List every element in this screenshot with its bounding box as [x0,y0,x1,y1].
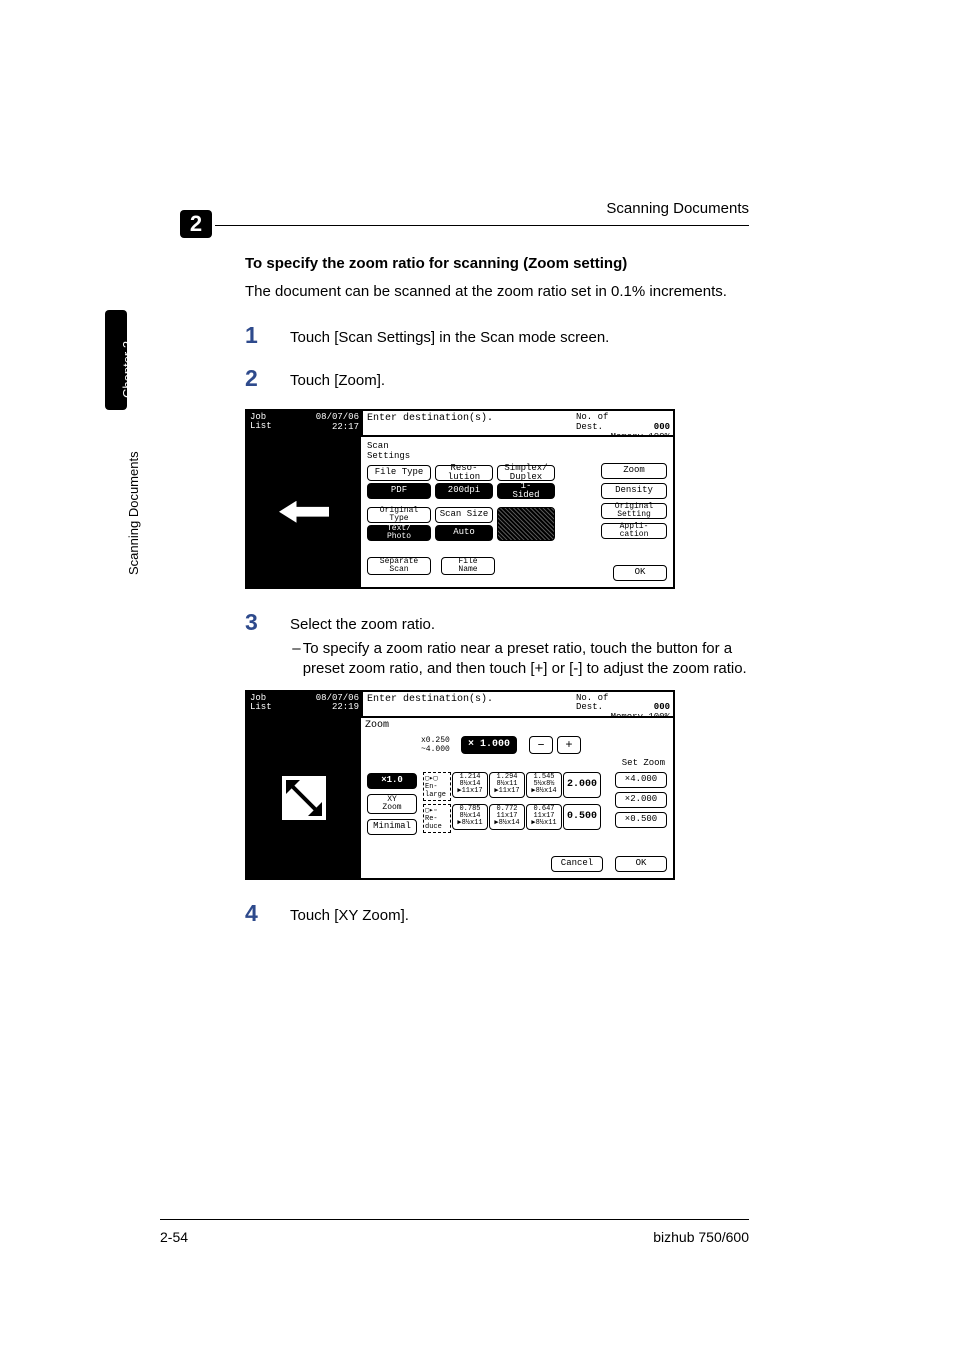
step-number: 1 [245,324,290,347]
resolution-button[interactable]: Reso- lution [435,465,493,481]
x05-button[interactable]: ×0.500 [615,812,667,828]
filetype-button[interactable]: File Type [367,465,431,481]
step-3: 3 Select the zoom ratio. – To specify a … [245,611,749,680]
screenshot-zoom: Job List 08/07/06 22:19 Enter destinatio… [245,690,749,880]
step-text: Select the zoom ratio. – To specify a zo… [290,611,749,680]
preset-0647[interactable]: 0.647 11x17 ▶8½x11 [526,804,562,830]
time: 22:19 [307,703,359,713]
sidetab-chapter: Chapter 2 [120,341,135,398]
footer-rule [160,1219,749,1220]
x4-button[interactable]: ×4.000 [615,772,667,788]
preset-1545[interactable]: 1.545 5½x8½ ▶8½x14 [526,772,562,798]
step-number: 4 [245,902,290,925]
intro-paragraph: The document can be scanned at the zoom … [245,282,749,302]
datetime: 08/07/06 22:19 [303,692,363,716]
zoom-button[interactable]: Zoom [601,463,667,479]
page-number: 2-54 [160,1229,188,1245]
disabled-slot [497,507,555,541]
step-substep: – To specify a zoom ratio near a preset … [290,639,749,680]
content: To specify the zoom ratio for scanning (… [245,255,749,944]
status-area: No. of Dest. 000 Memory 100% [573,692,673,716]
back-arrow-icon[interactable] [279,501,329,523]
preview-pane [247,718,361,878]
preset-0500[interactable]: 0.500 [563,804,601,830]
original-type-button[interactable]: Original Type [367,507,431,523]
step-text: Touch [XY Zoom]. [290,902,749,926]
message-area: Enter destination(s). [363,411,573,435]
scansize-value: Auto [435,525,493,541]
datetime: 08/07/06 22:17 [303,411,363,435]
step-number: 3 [245,611,290,634]
mfp-body: Zoom x0.250 ~4.000 × 1.000 – + Set Zoom … [247,718,673,878]
separate-scan-button[interactable]: Separate Scan [367,557,431,575]
dash-bullet: – [290,639,303,680]
enlarge-label: ▢▸▢En- large [423,772,451,801]
header-title: Scanning Documents [606,200,749,217]
preview-pane [247,437,361,587]
mfp-topbar: Job List 08/07/06 22:17 Enter destinatio… [247,411,673,437]
step-text-main: Select the zoom ratio. [290,615,749,635]
panel-title: Zoom [365,720,389,731]
zoom-range: x0.250 ~4.000 [421,736,450,754]
zoom-pane: Zoom x0.250 ~4.000 × 1.000 – + Set Zoom … [361,718,673,878]
screenshot-scan-settings: Job List 08/07/06 22:17 Enter destinatio… [245,409,749,589]
step-text: Touch [Zoom]. [290,367,749,391]
original-type-value: Text/ Photo [367,525,431,541]
preset-1214[interactable]: 1.214 8½x14 ▶11x17 [452,772,488,798]
settings-pane: Scan Settings File Type PDF Reso- lution… [361,437,673,587]
duplex-value: 1- Sided [497,483,555,499]
filetype-value: PDF [367,483,431,499]
step-number: 2 [245,367,290,390]
scansize-button[interactable]: Scan Size [435,507,493,523]
original-setting-button[interactable]: Original Setting [601,503,667,519]
job-list-button[interactable]: Job List [247,411,303,435]
reduce-label: ▢▸▫Re- duce [423,804,451,833]
time: 22:17 [307,423,359,433]
current-zoom: × 1.000 [461,736,517,754]
minus-button[interactable]: – [529,736,553,754]
preset-0785[interactable]: 0.785 8½x14 ▶8½x11 [452,804,488,830]
substep-text: To specify a zoom ratio near a preset ra… [303,639,749,680]
filename-button[interactable]: File Name [441,557,495,575]
cancel-button[interactable]: Cancel [551,856,603,872]
mfp-screen: Job List 08/07/06 22:19 Enter destinatio… [245,690,675,880]
section-title: To specify the zoom ratio for scanning (… [245,255,749,272]
status-area: No. of Dest. 000 Memory 100% [573,411,673,435]
minimal-button[interactable]: Minimal [367,819,417,835]
xy-zoom-button[interactable]: XY Zoom [367,794,417,814]
step-text: Touch [Scan Settings] in the Scan mode s… [290,324,749,348]
mfp-topbar: Job List 08/07/06 22:19 Enter destinatio… [247,692,673,718]
page: Scanning Documents 2 Chapter 2 Scanning … [0,0,954,1350]
ok-button[interactable]: OK [613,565,667,581]
dest-label: No. of Dest. [576,412,608,432]
application-button[interactable]: Appli- cation [601,523,667,539]
zoom-diag-icon [280,774,328,822]
duplex-button[interactable]: Simplex/ Duplex [497,465,555,481]
resolution-value: 200dpi [435,483,493,499]
mfp-screen: Job List 08/07/06 22:17 Enter destinatio… [245,409,675,589]
panel-title: Scan Settings [367,441,410,461]
plus-button[interactable]: + [557,736,581,754]
preset-0772[interactable]: 0.772 11x17 ▶8½x14 [489,804,525,830]
side-tab: Chapter 2 Scanning Documents [100,310,130,610]
header-rule [215,225,749,226]
density-button[interactable]: Density [601,483,667,499]
dest-label: No. of Dest. [576,693,608,713]
setzoom-label: Set Zoom [622,758,665,768]
preset-2000[interactable]: 2.000 [563,772,601,798]
x2-button[interactable]: ×2.000 [615,792,667,808]
x1-button[interactable]: ×1.0 [367,773,417,789]
preset-1294[interactable]: 1.294 8½x11 ▶11x17 [489,772,525,798]
mfp-body: Scan Settings File Type PDF Reso- lution… [247,437,673,587]
message-area: Enter destination(s). [363,692,573,716]
ok-button[interactable]: OK [615,856,667,872]
step-4: 4 Touch [XY Zoom]. [245,902,749,926]
chapter-badge: 2 [180,210,212,238]
sidetab-section: Scanning Documents [126,451,141,575]
job-list-button[interactable]: Job List [247,692,303,716]
step-2: 2 Touch [Zoom]. [245,367,749,391]
product-name: bizhub 750/600 [653,1229,749,1245]
step-1: 1 Touch [Scan Settings] in the Scan mode… [245,324,749,348]
